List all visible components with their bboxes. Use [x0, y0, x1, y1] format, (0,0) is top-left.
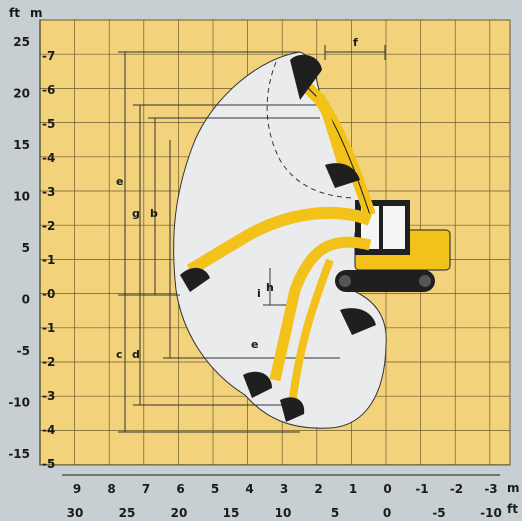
m-horizontal-tick: 8 [107, 482, 115, 496]
unit-ft-left: ft [9, 6, 20, 20]
m-horizontal-tick: 2 [314, 482, 322, 496]
dim-label-c: c [116, 348, 123, 361]
m-horizontal-tick: 9 [73, 482, 81, 496]
ft-vertical-tick: 15 [13, 138, 30, 152]
m-horizontal-tick: 5 [211, 482, 219, 496]
m-vertical-tick: -5 [42, 117, 55, 131]
bucket-left [180, 267, 210, 292]
ft-horizontal-tick: 30 [67, 506, 84, 520]
dim-label-g: g [132, 207, 140, 220]
m-vertical-axis: -7 -6 -5 -4 -3 -2 -1 -0 -1 -2 -3 -4 -5 [42, 49, 55, 471]
m-vertical-tick: -4 [42, 423, 55, 437]
unit-ft-bottom: ft [507, 502, 518, 516]
ft-vertical-tick: -15 [8, 447, 30, 461]
dim-label-e-bottom: e [251, 338, 258, 351]
ft-horizontal-tick: 5 [331, 506, 339, 520]
dimension-letters: e g b c d e f h i [116, 36, 358, 361]
m-horizontal-axis: 9 8 7 6 5 4 3 2 1 0 -1 -2 -3 [73, 482, 498, 496]
unit-m-left: m [30, 6, 43, 20]
m-vertical-tick: -3 [42, 185, 55, 199]
ft-vertical-axis: 25 20 15 10 5 0 -5 -10 -15 [8, 35, 30, 461]
m-horizontal-tick: 1 [349, 482, 357, 496]
arm-high [316, 93, 349, 177]
bucket-bottom-left [243, 371, 272, 398]
dimension-lines [118, 45, 386, 433]
m-vertical-tick: -6 [42, 83, 55, 97]
ft-horizontal-tick: 15 [223, 506, 240, 520]
dim-label-b: b [150, 207, 158, 220]
m-vertical-tick: -0 [42, 287, 55, 301]
bucket-mid-right [325, 163, 360, 188]
ft-horizontal-tick: -10 [480, 506, 502, 520]
arm-low [288, 258, 334, 406]
excavator [180, 54, 451, 422]
m-vertical-tick: -4 [42, 151, 55, 165]
ft-vertical-tick: 0 [22, 293, 30, 307]
m-vertical-tick: -1 [42, 253, 55, 267]
dim-label-h: h [266, 281, 274, 294]
bucket-right-low [340, 308, 376, 335]
axis-unit-labels: ft m m ft [9, 6, 520, 516]
boom-mid [186, 206, 373, 276]
dim-label-d: d [132, 348, 140, 361]
m-horizontal-tick: 6 [176, 482, 184, 496]
unit-m-bottom: m [507, 481, 520, 495]
m-vertical-tick: -7 [42, 49, 55, 63]
ft-vertical-tick: 20 [13, 87, 30, 101]
ft-horizontal-tick: 25 [119, 506, 136, 520]
dim-label-e-left: e [116, 175, 123, 188]
m-vertical-tick: -1 [42, 321, 55, 335]
m-vertical-tick: -2 [42, 219, 55, 233]
ft-vertical-tick: -5 [17, 344, 30, 358]
m-vertical-tick: -5 [42, 457, 55, 471]
dashed-arc [266, 61, 353, 199]
boom-low [269, 236, 372, 382]
dim-label-f: f [353, 36, 358, 49]
m-horizontal-tick: 3 [280, 482, 288, 496]
ft-vertical-tick: -10 [8, 396, 30, 410]
m-horizontal-tick: -2 [450, 482, 463, 496]
m-horizontal-tick: 4 [245, 482, 253, 496]
m-vertical-tick: -3 [42, 389, 55, 403]
m-horizontal-tick: 0 [383, 482, 391, 496]
ft-horizontal-axis: 30 25 20 15 10 5 0 -5 -10 [67, 506, 502, 520]
m-horizontal-tick: 7 [142, 482, 150, 496]
ft-vertical-tick: 25 [13, 35, 30, 49]
m-horizontal-tick: -1 [415, 482, 428, 496]
excavator-track [335, 270, 435, 292]
ft-vertical-tick: 5 [22, 241, 30, 255]
ft-horizontal-tick: -5 [432, 506, 445, 520]
ft-horizontal-tick: 10 [275, 506, 292, 520]
m-horizontal-tick: -3 [484, 482, 497, 496]
ft-horizontal-tick: 0 [383, 506, 391, 520]
m-vertical-tick: -2 [42, 355, 55, 369]
bucket-top [290, 54, 322, 100]
ft-horizontal-tick: 20 [171, 506, 188, 520]
bucket-bottom [280, 397, 305, 422]
dim-label-i: i [257, 287, 261, 300]
ft-vertical-tick: 10 [13, 190, 30, 204]
